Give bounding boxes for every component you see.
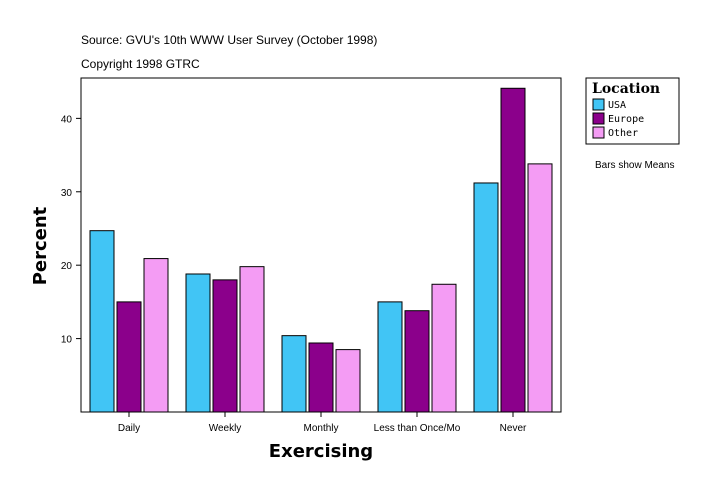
legend-label-europe: Europe xyxy=(608,114,644,125)
y-tick-label: 40 xyxy=(61,114,73,125)
copyright-caption: Copyright 1998 GTRC xyxy=(81,57,200,71)
bars-group xyxy=(89,87,553,413)
bar-usa-weekly xyxy=(185,273,211,413)
x-axis-title: Exercising xyxy=(269,441,373,462)
bar-usa-less-than-once-mo xyxy=(377,301,403,413)
bar-other-never xyxy=(527,163,553,413)
x-tick-label: Daily xyxy=(118,423,140,434)
legend: Location USA Europe Other xyxy=(585,77,680,145)
bar-other-daily xyxy=(143,258,169,413)
bars-show-means-note: Bars show Means xyxy=(595,160,674,171)
bar-usa-never xyxy=(473,182,499,413)
legend-swatch-usa xyxy=(592,98,605,111)
x-tick-label: Monthly xyxy=(303,423,338,434)
bar-europe-monthly xyxy=(308,342,334,413)
bar-other-monthly xyxy=(335,349,361,413)
source-caption: Source: GVU's 10th WWW User Survey (Octo… xyxy=(81,33,377,47)
bar-usa-monthly xyxy=(281,335,307,413)
bar-other-less-than-once-mo xyxy=(431,283,457,413)
legend-label-other: Other xyxy=(608,128,638,139)
legend-label-usa: USA xyxy=(608,100,626,111)
y-tick-label: 10 xyxy=(61,335,73,346)
bar-europe-daily xyxy=(116,301,142,413)
legend-swatch-europe xyxy=(592,112,605,125)
x-tick-label: Never xyxy=(500,423,527,434)
x-axis: Daily Weekly Monthly Less than Once/Mo Never xyxy=(118,412,527,434)
bar-europe-weekly xyxy=(212,279,238,413)
x-tick-label: Less than Once/Mo xyxy=(374,423,461,434)
bar-usa-daily xyxy=(89,230,115,413)
x-tick-label: Weekly xyxy=(209,423,242,434)
bar-other-weekly xyxy=(239,266,265,413)
bar-europe-never xyxy=(500,87,526,413)
y-tick-label: 30 xyxy=(61,188,73,199)
y-axis: 10 20 30 40 xyxy=(61,114,81,346)
legend-title: Location xyxy=(592,81,660,97)
legend-swatch-other xyxy=(592,126,605,139)
y-tick-label: 20 xyxy=(61,261,73,272)
y-axis-title: Percent xyxy=(30,206,51,285)
bar-europe-less-than-once-mo xyxy=(404,310,430,413)
